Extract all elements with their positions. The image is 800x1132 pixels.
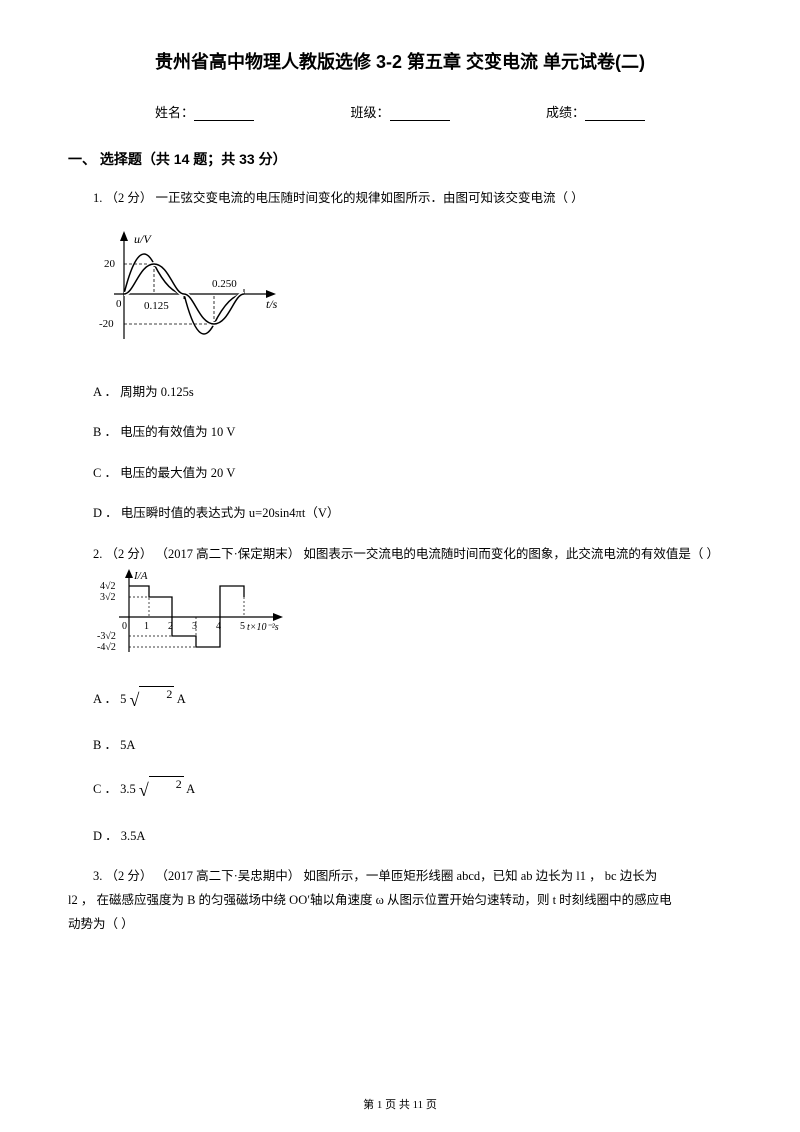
graph1-xlabel: t/s [266,297,278,311]
q2-option-c: C ． 3.5 √2 A [68,774,732,806]
sqrt-icon: √ [129,690,139,710]
q1-option-d: D ． 电压瞬时值的表达式为 u=20sin4πt（V） [68,502,732,525]
section-title: 选择题（共 14 题；共 33 分） [100,151,287,167]
graph2-y2: 3√2 [100,592,116,603]
q1-option-b: B ． 电压的有效值为 10 V [68,421,732,444]
question-3-stem-3: 动势为（ ） [68,913,732,937]
graph2-y4: -4√2 [97,642,116,653]
q2-option-b: B ． 5A [68,734,732,757]
q2c-pre: C ． 3.5 [93,782,139,796]
info-row: 姓名： 班级： 成绩： [68,102,732,121]
q2-stem-text: 2. （2 分） （2017 高二下·保定期末） 如图表示一交流电的电流随时间而… [93,547,719,561]
question-3-stem-1: 3. （2 分） （2017 高二下·吴忠期中） 如图所示，一单匝矩形线圈 ab… [68,865,732,889]
graph2-y3: -3√2 [97,631,116,642]
class-underline [390,107,450,121]
name-underline [194,107,254,121]
score-underline [585,107,645,121]
question-2-stem: 2. （2 分） （2017 高二下·保定期末） 如图表示一交流电的电流随时间而… [68,543,732,567]
footer-total: 11 [413,1099,424,1111]
graph1-ytop: 20 [104,258,116,270]
footer-mid: 页 共 [382,1099,412,1111]
q1-option-a: A ． 周期为 0.125s [68,381,732,404]
score-label: 成绩： [546,102,585,121]
q2c-post: A [184,782,195,796]
q2a-post: A [174,692,185,706]
q2-option-d: D ． 3.5A [68,825,732,848]
question-2-graph: I/A t×10⁻²s 4√2 3√2 0 -3√2 -4√2 1 2 3 4 … [94,567,732,666]
page-footer: 第 1 页 共 11 页 [0,1096,800,1112]
sqrt-icon: √ [139,780,149,800]
svg-text:1: 1 [144,621,149,632]
q2c-sqrt: 2 [149,776,184,791]
svg-text:5: 5 [240,621,245,632]
class-label: 班级： [350,102,389,121]
graph1-xend: 0.250 [212,278,237,290]
graph1-ylabel: u/V [134,232,152,246]
section-header: 一、 选择题（共 14 题；共 33 分） [68,149,732,169]
footer-pre: 第 [363,1099,377,1111]
page-title: 贵州省高中物理人教版选修 3-2 第五章 交变电流 单元试卷(二) [68,48,732,74]
q2-option-a: A ． 5 √2 A [68,684,732,716]
name-label: 姓名： [155,102,194,121]
graph2-origin: 0 [122,621,127,632]
section-number: 一、 [68,151,96,167]
q2a-sqrt: 2 [139,686,174,701]
graph2-ylabel: I/A [133,570,148,582]
question-3-stem-2: l2 ， 在磁感应强度为 B 的匀强磁场中绕 OO′轴以角速度 ω 从图示位置开… [68,889,732,913]
q1-option-c: C ． 电压的最大值为 20 V [68,462,732,485]
q2a-pre: A ． 5 [93,692,129,706]
graph1-xmid: 0.125 [144,300,169,312]
question-1-graph: u/V t/s 20 -20 0 0.125 0.250 [94,229,732,363]
question-1-stem: 1. （2 分） 一正弦交变电流的电压随时间变化的规律如图所示．由图可知该交变电… [68,187,732,211]
graph2-xlabel: t×10⁻²s [247,622,279,633]
graph1-origin: 0 [116,298,122,310]
footer-post: 页 [423,1099,437,1111]
graph1-ybottom: -20 [99,318,114,330]
graph2-y1: 4√2 [100,581,116,592]
